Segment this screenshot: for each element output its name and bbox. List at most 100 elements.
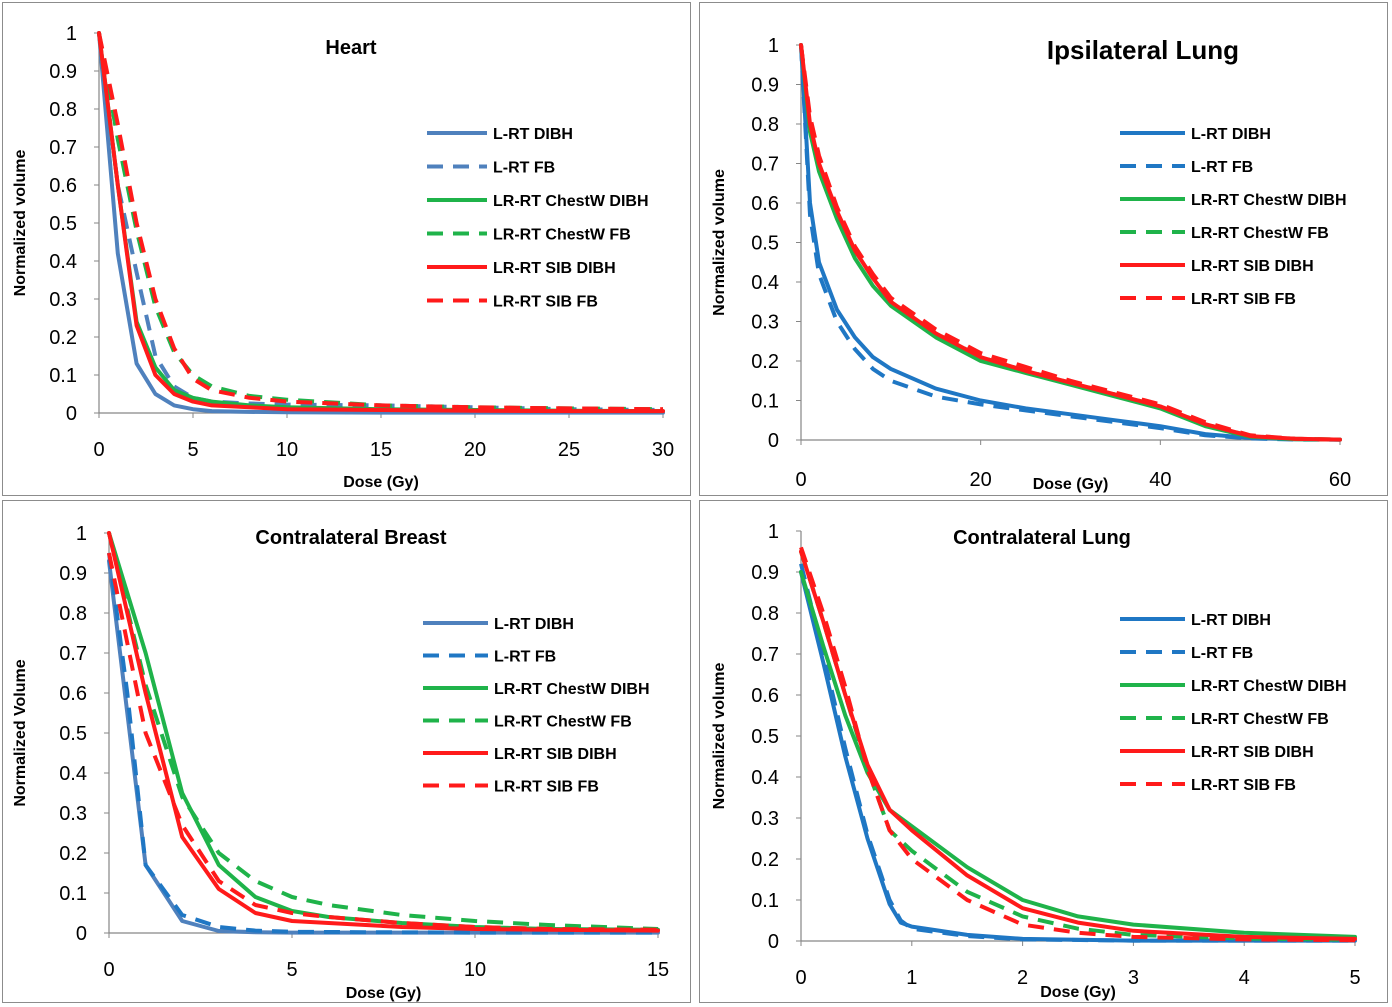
y-tick-label: 0: [66, 403, 77, 425]
y-tick-label: 0.5: [751, 726, 779, 748]
legend-label-lr-rt-sib-fb: LR-RT SIB FB: [494, 779, 599, 796]
y-tick-label: 0.7: [59, 643, 87, 665]
x-tick-label: 15: [647, 959, 669, 981]
y-tick-label: 0.8: [751, 603, 779, 625]
x-tick-label: 5: [1349, 967, 1360, 989]
legend-label-lr-rt-sib-fb: LR-RT SIB FB: [1191, 777, 1296, 794]
y-tick-label: 0.6: [49, 175, 77, 197]
series-line-l-rt-dibh: [97, 31, 665, 415]
y-tick-label: 0.8: [59, 603, 87, 625]
y-tick-label: 0.5: [751, 233, 779, 255]
x-tick-label: 30: [652, 439, 674, 461]
y-tick-label: 0.4: [751, 272, 779, 294]
x-tick-label: 5: [187, 439, 198, 461]
x-tick-label: 0: [795, 967, 806, 989]
y-tick-label: 0.3: [751, 808, 779, 830]
y-tick-label: 0.7: [751, 644, 779, 666]
x-tick-label: 25: [558, 439, 580, 461]
heart-chart: 00.10.20.30.40.50.60.70.80.910 5 10 15 20 25 3…: [12, 23, 674, 491]
x-axis-label: Dose (Gy): [346, 985, 422, 1002]
y-tick-label: 0.4: [49, 251, 77, 273]
chart-title: Ipsilateral Lung: [1047, 35, 1239, 65]
legend-label-lr-rt-chestw-fb: LR-RT ChestW FB: [493, 227, 631, 244]
x-axis-label: Dose (Gy): [1033, 476, 1109, 493]
legend-label-lr-rt-chestw-fb: LR-RT ChestW FB: [1191, 225, 1329, 242]
series-line-lr-rt-sib-fb: [97, 32, 664, 412]
y-tick-label: 0.2: [59, 843, 87, 865]
y-tick-label: 0.3: [59, 803, 87, 825]
legend-label-l-rt-fb: L-RT FB: [1191, 645, 1253, 662]
y-axis-label: Normalized volume: [12, 150, 29, 297]
x-tick-label: 10: [276, 439, 298, 461]
y-tick-label: 0.7: [751, 154, 779, 176]
x-tick-label: 2: [1017, 967, 1028, 989]
legend-label-lr-rt-sib-fb: LR-RT SIB FB: [493, 294, 598, 311]
legend-label-l-rt-fb: L-RT FB: [494, 649, 556, 666]
x-tick-label: 60: [1329, 469, 1351, 491]
x-tick-label: 0: [795, 469, 806, 491]
legend-label-lr-rt-chestw-fb: LR-RT ChestW FB: [494, 714, 632, 731]
y-tick-label: 0.9: [751, 562, 779, 584]
legend-label-l-rt-fb: L-RT FB: [493, 160, 555, 177]
ipsilateral-lung-chart: 0 0.1 0.2 0.3 0.4 0.5 0.6 0.7 0.8 0.9 1 0 20 40 60 Ipsi…: [711, 35, 1351, 493]
series-line-lr-rt-chestw-fb: [97, 32, 664, 412]
y-axis-label: Normalized volume: [711, 663, 728, 810]
heart-chart-panel: 0 0.1 0.2 0.3 0.4 0.5 0.6 0.7 0.8 0.9 1 0 5 10 15 20 25 3…: [2, 2, 691, 496]
x-tick-label: 0: [103, 959, 114, 981]
ipsilateral-lung-chart-panel: 0 0.1 0.2 0.3 0.4 0.5 0.6 0.7 0.8 0.9 1 0 20 40 60 Ipsi…: [699, 2, 1388, 496]
y-tick-label: 0.3: [751, 312, 779, 334]
y-tick-label: 0.1: [751, 391, 779, 413]
series-line-lr-rt-sib-dibh: [799, 549, 1357, 941]
y-axis-label: Normalized volume: [711, 169, 728, 316]
series-line-l-rt-fb: [799, 563, 1355, 943]
x-axis-label: Dose (Gy): [343, 474, 419, 491]
series-line-lr-rt-chestw-dibh: [107, 531, 660, 932]
chart-title: Contralateral Breast: [255, 527, 447, 549]
series-line-lr-rt-sib-fb: [799, 44, 1341, 442]
y-tick-label: 0.1: [59, 883, 87, 905]
series-line-lr-rt-chestw-dibh: [97, 31, 665, 414]
x-tick-label: 3: [1128, 967, 1139, 989]
series-line-l-rt-fb: [107, 552, 658, 935]
y-tick-label: 0.6: [751, 193, 779, 215]
y-tick-label: 0.9: [49, 61, 77, 83]
legend-label-l-rt-dibh: L-RT DIBH: [1191, 612, 1271, 629]
legend-label-lr-rt-chestw-dibh: LR-RT ChestW DIBH: [493, 193, 649, 210]
y-tick-label: 0.2: [751, 849, 779, 871]
x-tick-label: 20: [970, 469, 992, 491]
y-tick-label: 1: [768, 521, 779, 543]
legend-label-l-rt-dibh: L-RT DIBH: [493, 126, 573, 143]
legend-label-l-rt-dibh: L-RT DIBH: [494, 616, 574, 633]
legend-label-lr-rt-chestw-fb: LR-RT ChestW FB: [1191, 711, 1329, 728]
y-tick-label: 0.4: [751, 767, 779, 789]
y-tick-label: 0: [76, 923, 87, 945]
chart-title: Contralateral Lung: [953, 527, 1131, 549]
legend-label-lr-rt-chestw-dibh: LR-RT ChestW DIBH: [1191, 678, 1347, 695]
y-tick-label: 0.1: [49, 365, 77, 387]
y-tick-label: 0.9: [751, 75, 779, 97]
legend-label-lr-rt-sib-fb: LR-RT SIB FB: [1191, 291, 1296, 308]
contralateral-breast-chart: 00.10.20.30.40.50.60.70.80.910 5 10 15Contr…: [12, 523, 669, 1002]
y-tick-label: 0.6: [59, 683, 87, 705]
y-tick-label: 1: [66, 23, 77, 45]
legend-label-lr-rt-chestw-dibh: LR-RT ChestW DIBH: [494, 681, 650, 698]
y-tick-label: 0.4: [59, 763, 87, 785]
y-tick-label: 1: [76, 523, 87, 545]
x-tick-label: 4: [1239, 967, 1250, 989]
series-line-lr-rt-sib-fb: [107, 552, 659, 932]
y-tick-label: 0.3: [49, 289, 77, 311]
y-tick-label: 0.5: [49, 213, 77, 235]
contralateral-lung-chart: 0 0.1 0.2 0.3 0.4 0.5 0.6 0.7 0.8 0.9 1 0 1 2 3 4 5 Contr…: [711, 521, 1361, 1001]
series-line-lr-rt-sib-fb: [799, 546, 1356, 943]
y-tick-label: 0: [768, 931, 779, 953]
x-tick-label: 5: [286, 959, 297, 981]
x-tick-label: 40: [1149, 469, 1171, 491]
series-line-l-rt-fb: [97, 32, 664, 412]
series-line-lr-rt-chestw-dibh: [799, 570, 1357, 939]
contralateral-lung-chart-panel: 0 0.1 0.2 0.3 0.4 0.5 0.6 0.7 0.8 0.9 1 0 1 2 3 4 5 Contr…: [699, 500, 1388, 1003]
y-tick-label: 0.5: [59, 723, 87, 745]
y-tick-label: 0.2: [751, 351, 779, 373]
y-axis-label: Normalized Volume: [12, 659, 29, 806]
legend-label-l-rt-fb: L-RT FB: [1191, 159, 1253, 176]
y-tick-label: 0.8: [49, 99, 77, 121]
